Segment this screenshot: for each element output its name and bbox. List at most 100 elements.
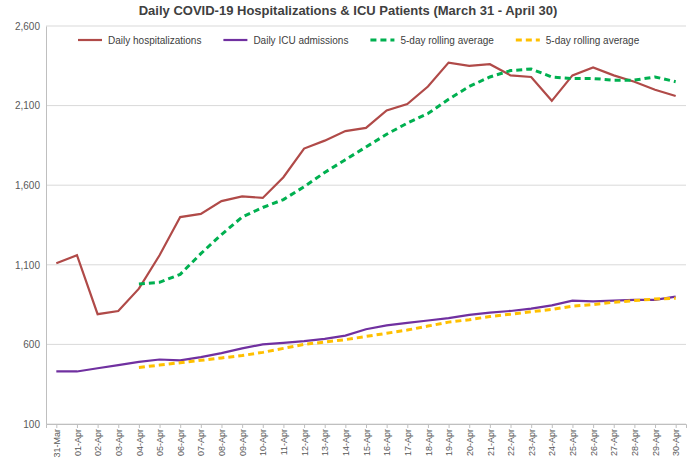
- legend-item: 5-day rolling average: [516, 35, 640, 46]
- x-tick: 11-Apr: [279, 424, 289, 455]
- x-tick: 18-Apr: [424, 424, 434, 456]
- x-tick-mark: [77, 424, 78, 428]
- x-tick-label: 02-Apr: [93, 429, 103, 456]
- x-tick-label: 13-Apr: [320, 429, 330, 456]
- x-tick-mark: [449, 424, 450, 428]
- x-axis-line: [47, 425, 687, 429]
- x-tick-label: 25-Apr: [568, 429, 578, 456]
- y-axis: 100 600 1,100 1,600 2,100 2,600: [15, 21, 47, 430]
- legend-swatch: [223, 39, 247, 41]
- legend-item: 5-day rolling average: [370, 35, 494, 46]
- x-tick: 13-Apr: [320, 424, 330, 456]
- x-tick-label: 19-Apr: [444, 429, 454, 456]
- legend-swatch: [370, 39, 394, 42]
- x-tick: 02-Apr: [93, 424, 103, 456]
- x-tick: 24-Apr: [547, 424, 557, 456]
- y-tick: 2,100: [15, 100, 46, 111]
- grid-line: [46, 105, 686, 106]
- x-tick: 07-Apr: [196, 424, 206, 456]
- x-tick: 29-Apr: [651, 424, 661, 456]
- legend-label: Daily ICU admissions: [253, 35, 348, 46]
- legend-item: Daily ICU admissions: [223, 35, 348, 46]
- x-tick-mark: [655, 424, 656, 428]
- x-tick-mark: [552, 424, 553, 428]
- plot-area: [56, 63, 675, 372]
- x-tick-label: 24-Apr: [547, 429, 557, 456]
- legend-item: Daily hospitalizations: [78, 35, 201, 46]
- x-tick-label: 03-Apr: [114, 429, 124, 456]
- x-tick-mark: [263, 424, 264, 428]
- x-tick-mark: [428, 424, 429, 428]
- x-tick-mark: [572, 424, 573, 428]
- y-tick: 1,600: [15, 180, 46, 191]
- x-tick: 23-Apr: [527, 424, 537, 456]
- x-tick-mark: [407, 424, 408, 428]
- legend-label: 5-day rolling average: [400, 35, 494, 46]
- grid-line: [46, 185, 686, 186]
- y-tick-label: 1,100: [15, 260, 40, 271]
- x-tick: 04-Apr: [135, 424, 145, 456]
- x-tick-label: 30-Apr: [671, 429, 681, 456]
- x-tick-label: 12-Apr: [300, 429, 310, 456]
- x-tick-mark: [283, 424, 284, 428]
- x-tick-label: 05-Apr: [155, 429, 165, 456]
- x-tick: 22-Apr: [506, 424, 516, 456]
- x-tick: 16-Apr: [382, 424, 392, 456]
- legend-label: 5-day rolling average: [546, 35, 640, 46]
- title: Daily COVID-19 Hospitalizations & ICU Pa…: [139, 3, 558, 18]
- x-tick: 06-Apr: [176, 424, 186, 456]
- y-tick-label: 2,100: [15, 100, 40, 111]
- x-tick: 30-Apr: [671, 424, 681, 456]
- series-line: [139, 298, 676, 367]
- x-tick-label: 23-Apr: [527, 429, 537, 456]
- x-tick-mark: [56, 424, 57, 428]
- x-tick-mark: [345, 424, 346, 428]
- x-tick-label: 16-Apr: [382, 429, 392, 456]
- y-tick: 1,100: [15, 260, 46, 271]
- x-tick-mark: [325, 424, 326, 428]
- y-tick-label: 100: [23, 419, 40, 430]
- x-tick-label: 15-Apr: [362, 429, 372, 456]
- x-tick: 05-Apr: [155, 424, 165, 456]
- x-tick-mark: [304, 424, 305, 428]
- x-tick-mark: [614, 424, 615, 428]
- x-tick-label: 06-Apr: [176, 429, 186, 456]
- y-tick: 600: [23, 339, 46, 350]
- chart: Daily COVID-19 Hospitalizations & ICU Pa…: [0, 0, 696, 464]
- x-tick-label: 14-Apr: [341, 429, 351, 456]
- x-tick-mark: [676, 424, 677, 428]
- legend-label: Daily hospitalizations: [108, 35, 201, 46]
- x-tick: 28-Apr: [630, 424, 640, 456]
- x-tick-mark: [98, 424, 99, 428]
- x-tick-label: 07-Apr: [196, 429, 206, 456]
- x-tick-mark: [242, 424, 243, 428]
- x-tick: 31-Mar: [52, 424, 62, 458]
- x-tick-label: 08-Apr: [217, 429, 227, 456]
- legend-swatch: [516, 39, 540, 42]
- x-tick-mark: [180, 424, 181, 428]
- x-tick: 12-Apr: [300, 424, 310, 456]
- x-tick-label: 09-Apr: [238, 429, 248, 456]
- legend: Daily hospitalizations Daily ICU admissio…: [78, 35, 640, 46]
- x-tick-label: 31-Mar: [52, 429, 62, 458]
- x-tick-label: 11-Apr: [279, 429, 289, 455]
- x-tick: 17-Apr: [403, 424, 413, 456]
- x-tick: 14-Apr: [341, 424, 351, 456]
- x-tick-label: 28-Apr: [630, 429, 640, 456]
- x-tick-mark: [139, 424, 140, 428]
- x-tick-label: 04-Apr: [135, 429, 145, 456]
- x-tick-mark: [511, 424, 512, 428]
- x-tick: 15-Apr: [362, 424, 372, 456]
- grid-line: [46, 26, 686, 27]
- x-tick-mark: [387, 424, 388, 428]
- y-tick-label: 2,600: [15, 21, 40, 32]
- x-tick-label: 29-Apr: [651, 429, 661, 456]
- x-tick-label: 01-Apr: [73, 429, 83, 456]
- x-tick-mark: [490, 424, 491, 428]
- x-tick-mark: [366, 424, 367, 428]
- x-tick: 01-Apr: [73, 424, 83, 456]
- x-tick: 19-Apr: [444, 424, 454, 456]
- x-tick: 26-Apr: [589, 424, 599, 456]
- x-tick-mark: [531, 424, 532, 428]
- x-tick-mark: [201, 424, 202, 428]
